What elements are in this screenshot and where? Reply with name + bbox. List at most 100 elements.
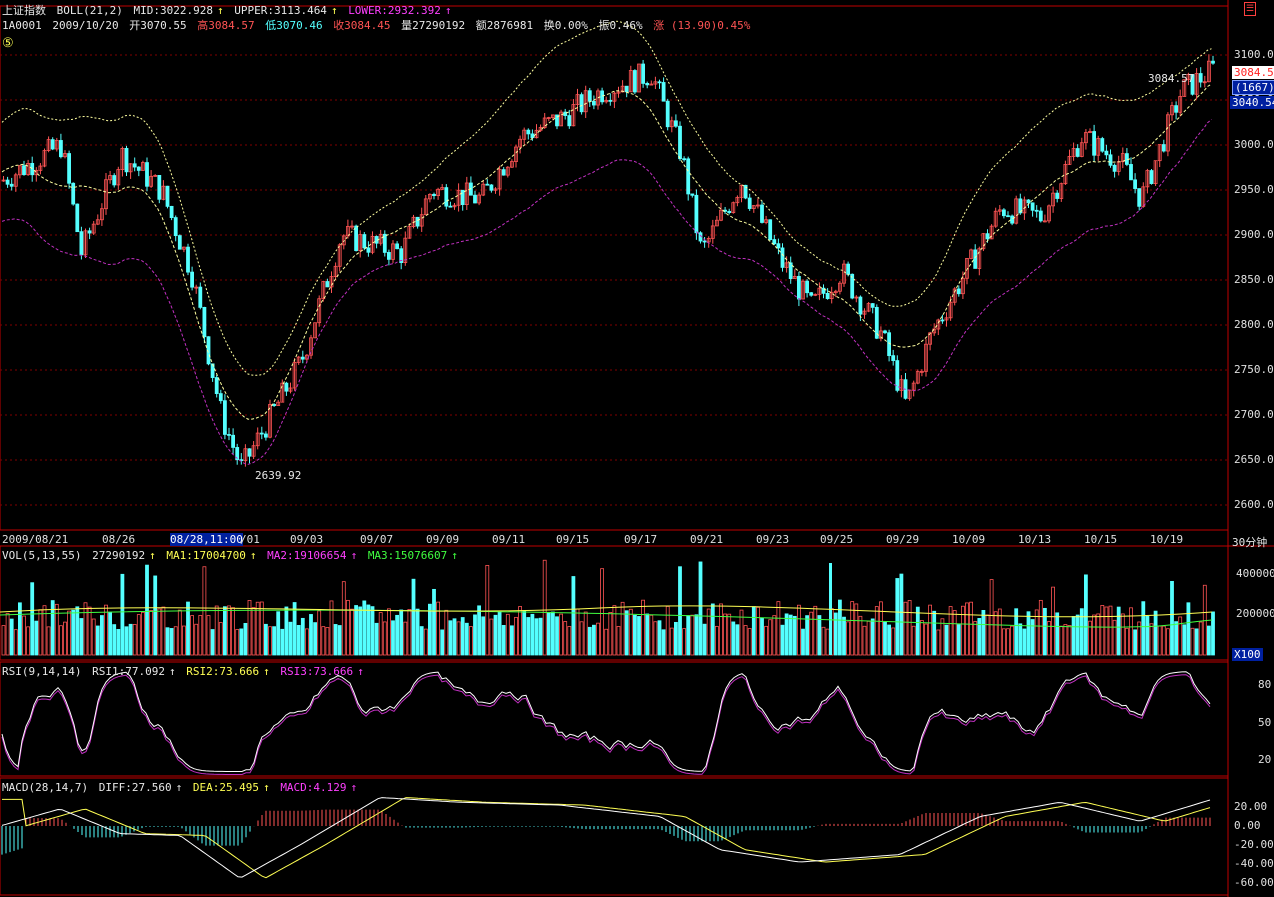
volume-bar (386, 608, 391, 656)
volume-bar (42, 605, 47, 656)
index-name[interactable]: 上证指数 (2, 4, 46, 17)
volume-bar (473, 614, 477, 656)
candle-body (473, 194, 477, 204)
candle-body (530, 133, 535, 139)
candle-body (407, 226, 412, 239)
price-tick: 2950.00 (1234, 183, 1274, 196)
candle-body (858, 296, 863, 315)
volume-bar (747, 628, 752, 656)
volume-bar (460, 617, 465, 656)
macd-indicator[interactable]: MACD(28,14,7) (2, 781, 89, 794)
candle-body (333, 265, 338, 277)
candle-body (534, 129, 539, 139)
volume-bar (792, 615, 797, 656)
volume-bar (1108, 605, 1113, 656)
marker-icon[interactable]: ⑤ (2, 36, 14, 51)
volume-bar (321, 626, 326, 656)
volume-bar (399, 609, 404, 656)
candle-body (579, 94, 584, 113)
date-label: 09/29 (886, 533, 920, 546)
candle-body (173, 217, 178, 237)
candle-body (719, 209, 723, 221)
candle-body (915, 371, 920, 384)
candle-body (739, 184, 744, 198)
candle-body (587, 90, 592, 102)
candle-body (891, 355, 896, 361)
volume-bar (1120, 613, 1125, 656)
volume-bar (801, 628, 805, 656)
candle-body (985, 233, 990, 240)
menu-icon[interactable]: ☰ (1244, 2, 1256, 16)
candle-body (325, 281, 330, 288)
volume-bar (337, 625, 342, 656)
volume-bar (190, 615, 195, 656)
volume-bar (1075, 614, 1080, 656)
candle-body (259, 432, 264, 435)
candle-body (604, 99, 609, 103)
period-label[interactable]: 30分钟 (1232, 536, 1268, 549)
volume-bar (464, 622, 469, 656)
candle-body (46, 139, 51, 151)
volume-bar (50, 600, 55, 656)
candle-body (600, 90, 604, 103)
candle-body (91, 223, 96, 234)
candle-body (866, 303, 871, 312)
candle-body (440, 187, 445, 190)
candle-body (313, 322, 318, 339)
vol-unit: X100 (1232, 648, 1263, 661)
candle-body (973, 249, 978, 269)
panel-frame (0, 777, 1229, 896)
volume-bar (104, 604, 108, 656)
volume-bar (678, 566, 682, 656)
volume-bar (538, 617, 543, 656)
candle-body (874, 306, 879, 339)
volume-bar (932, 610, 937, 656)
dea-line (2, 797, 1211, 879)
volume-bar (710, 603, 715, 656)
candle-body (1129, 164, 1133, 181)
candle-body (509, 161, 514, 168)
candle-body (284, 382, 289, 392)
volume-bar (879, 601, 883, 656)
volume-bar (1112, 619, 1117, 656)
volume-bar (825, 628, 830, 656)
candle-body (317, 298, 322, 324)
candle-body (341, 235, 346, 246)
date-label: 10/09 (952, 533, 986, 546)
candle-body (1153, 160, 1158, 184)
candle-body (1104, 150, 1109, 156)
volume-bar (948, 606, 953, 656)
volume-bar (1018, 623, 1023, 656)
candle-body (1170, 105, 1174, 116)
vol-indicator[interactable]: VOL(5,13,55) (2, 549, 82, 562)
volume-bar (304, 628, 309, 656)
boll-mid-line (1, 83, 1212, 420)
macd-tick: 0.00 (1234, 819, 1261, 832)
candle-body (140, 162, 145, 171)
volume-bar (280, 628, 285, 656)
candle-body (674, 120, 678, 127)
volume-bar (87, 606, 92, 656)
candle-body (809, 292, 814, 296)
volume-bar (567, 626, 572, 656)
volume-bar (9, 618, 14, 656)
volume-bar (665, 606, 670, 656)
candle-body (1055, 192, 1060, 199)
boll-mid: MID:3022.928 (133, 4, 213, 17)
rsi-indicator[interactable]: RSI(9,14,14) (2, 665, 82, 678)
indicator-name[interactable]: BOLL(21,2) (56, 4, 123, 17)
volume-bar (493, 614, 498, 656)
rsi1-value: RSI1:77.092 (92, 665, 165, 678)
volume-bar (604, 628, 609, 656)
volume-bar (661, 629, 666, 656)
volume-bar (731, 621, 736, 656)
candle-body (464, 182, 469, 206)
candle-body (1149, 170, 1154, 184)
date-label: 09/07 (360, 533, 394, 546)
volume-bar (59, 625, 63, 656)
volume-bar (116, 629, 121, 656)
candle-body (842, 263, 846, 284)
quote-volume: 量27290192 (401, 19, 466, 32)
volume-bar (1157, 625, 1162, 656)
